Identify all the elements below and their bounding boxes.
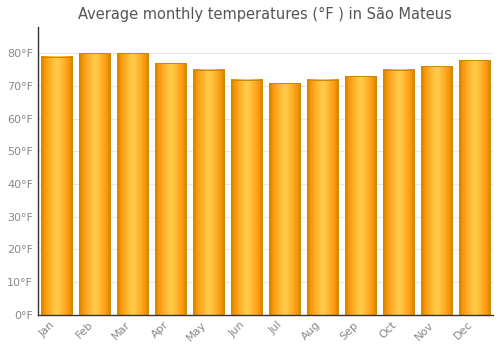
Bar [79, 54, 110, 315]
Bar [344, 76, 376, 315]
Bar [420, 66, 452, 315]
Title: Average monthly temperatures (°F ) in São Mateus: Average monthly temperatures (°F ) in Sã… [78, 7, 452, 22]
Bar [307, 79, 338, 315]
Bar [231, 79, 262, 315]
Bar [193, 70, 224, 315]
Bar [155, 63, 186, 315]
Bar [382, 70, 414, 315]
Bar [41, 57, 72, 315]
Bar [117, 54, 148, 315]
Bar [269, 83, 300, 315]
Bar [458, 60, 490, 315]
